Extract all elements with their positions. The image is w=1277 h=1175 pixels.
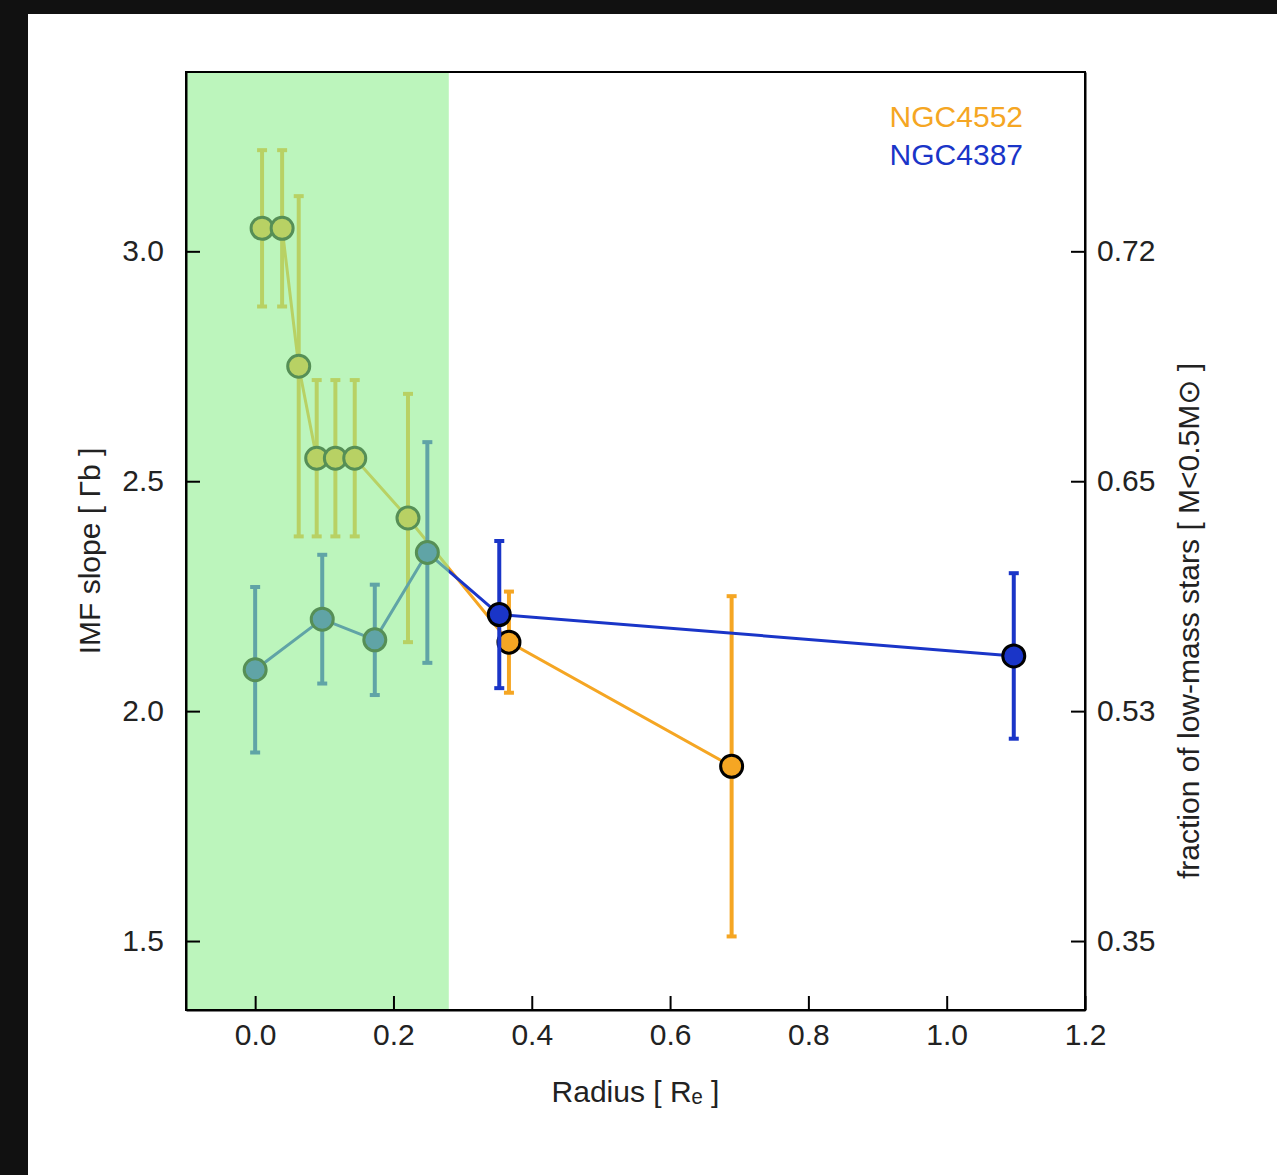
y-axis: 1.5 2.0 2.5 3.0 bbox=[122, 73, 200, 1011]
error-bar-cap bbox=[504, 590, 514, 594]
axis-line bbox=[186, 73, 188, 1011]
error-bar-cap bbox=[1009, 571, 1019, 575]
tick-label: 0.4 bbox=[511, 1018, 553, 1051]
tick: 1.0 bbox=[926, 996, 968, 1051]
data-point bbox=[488, 604, 510, 626]
tick-mark bbox=[255, 996, 257, 1010]
tick-label: 1.2 bbox=[1065, 1018, 1107, 1051]
tick-label: 0.53 bbox=[1097, 694, 1155, 727]
tick-label: 2.0 bbox=[122, 694, 164, 727]
tick-label: 0.65 bbox=[1097, 464, 1155, 497]
plot-frame bbox=[186, 72, 1085, 1010]
tick-label: 2.5 bbox=[122, 464, 164, 497]
tick-label: 0.0 bbox=[235, 1018, 277, 1051]
error-bar-cap bbox=[727, 934, 737, 938]
legend-entry: NGC4387 bbox=[890, 138, 1023, 171]
y2-axis: 0.35 0.53 0.65 0.72 bbox=[1071, 73, 1155, 1011]
tick-mark bbox=[186, 481, 200, 483]
axis-line bbox=[1085, 73, 1087, 1011]
tick: 1.5 bbox=[122, 924, 200, 957]
tick-mark bbox=[186, 711, 200, 713]
tick: 0.72 bbox=[1071, 234, 1155, 267]
error-bar-cap bbox=[494, 539, 504, 543]
error-bar-cap bbox=[1009, 737, 1019, 741]
tick-label: 0.35 bbox=[1097, 924, 1155, 957]
tick-mark bbox=[186, 941, 200, 943]
tick: 3.0 bbox=[122, 234, 200, 267]
tick-mark bbox=[1071, 941, 1085, 943]
legend-entry: NGC4552 bbox=[890, 100, 1023, 133]
tick: 0.35 bbox=[1071, 924, 1155, 957]
page-background bbox=[0, 0, 1277, 1175]
tick-mark bbox=[186, 251, 200, 253]
plot-area bbox=[186, 72, 1025, 1010]
tick-mark bbox=[670, 996, 672, 1010]
highlight-region bbox=[186, 72, 449, 1010]
data-point bbox=[1003, 645, 1025, 667]
tick-label: 0.8 bbox=[788, 1018, 830, 1051]
tick-mark bbox=[808, 996, 810, 1010]
tick: 0.65 bbox=[1071, 464, 1155, 497]
tick-label: 1.0 bbox=[926, 1018, 968, 1051]
x-axis: 0.0 0.2 0.4 0.6 0.8 1.0 1.2 bbox=[187, 996, 1107, 1051]
tick: 2.5 bbox=[122, 464, 200, 497]
error-bar-cap bbox=[504, 691, 514, 695]
chart: 0.0 0.2 0.4 0.6 0.8 1.0 1.2 1.5 2.0 2.5 3.0 0.35 0.5… bbox=[0, 0, 1277, 1175]
tick: 0.2 bbox=[373, 996, 415, 1051]
data-point bbox=[721, 755, 743, 777]
tick: 2.0 bbox=[122, 694, 200, 727]
y2-axis-title: fraction of low-mass stars [ M<0.5M⊙ ] bbox=[1172, 363, 1205, 879]
tick: 0.8 bbox=[788, 996, 830, 1051]
tick: 0.6 bbox=[650, 996, 692, 1051]
tick-mark bbox=[531, 996, 533, 1010]
error-bar-cap bbox=[727, 594, 737, 598]
tick: 0.53 bbox=[1071, 694, 1155, 727]
tick: 0.4 bbox=[511, 996, 553, 1051]
tick-label: 3.0 bbox=[122, 234, 164, 267]
tick-label: 1.5 bbox=[122, 924, 164, 957]
panel-background bbox=[28, 14, 1277, 1175]
legend: NGC4552 NGC4387 bbox=[890, 100, 1023, 171]
tick-label: 0.72 bbox=[1097, 234, 1155, 267]
tick-mark bbox=[1071, 481, 1085, 483]
tick-mark bbox=[946, 996, 948, 1010]
tick-label: 0.2 bbox=[373, 1018, 415, 1051]
tick-mark bbox=[393, 996, 395, 1010]
y-axis-title: IMF slope [ Γb ] bbox=[73, 448, 106, 655]
error-bar-cap bbox=[494, 686, 504, 690]
tick-mark bbox=[1071, 711, 1085, 713]
axis-line bbox=[187, 1010, 1086, 1012]
tick-mark bbox=[1071, 251, 1085, 253]
tick-label: 0.6 bbox=[650, 1018, 692, 1051]
tick: 0.0 bbox=[235, 996, 277, 1051]
x-axis-title: Radius [ Rₑ ] bbox=[552, 1075, 720, 1108]
